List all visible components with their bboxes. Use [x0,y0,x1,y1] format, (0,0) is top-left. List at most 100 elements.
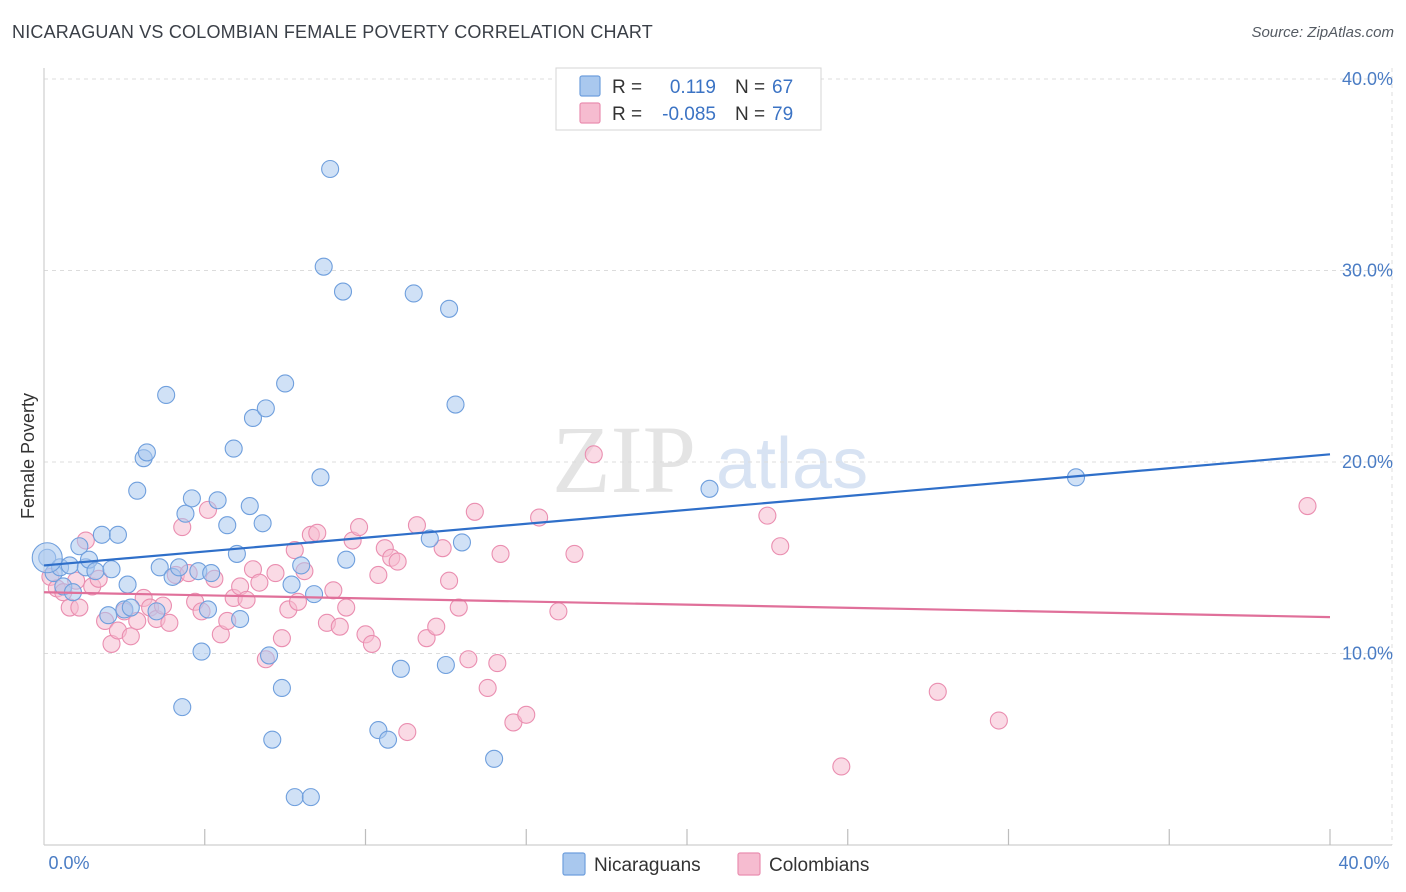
nicaraguans-point [391,659,410,678]
source-label: Source: ZipAtlas.com [1251,24,1394,41]
nicaraguans-point [253,514,272,533]
nicaraguans-point [263,730,282,749]
colombians-point [160,613,179,632]
y-tick-label-10: 10.0% [1342,644,1393,664]
nicaraguans-point [60,556,79,575]
nicaraguans-point [102,560,121,579]
colombians-point [491,544,510,563]
nicaraguans-point [404,284,423,303]
nicaraguans-point [198,600,218,619]
colombians-point [398,722,417,742]
bottom-legend-label-nicaraguans: Nicaraguans [594,855,701,876]
nicaraguans-point [305,585,324,604]
nicaraguans-cluster-point [31,542,63,574]
nicaraguans-point [202,564,221,583]
colombians-point [427,617,446,636]
nicaraguans-point [337,550,356,569]
legend-r-value-1: 0.119 [670,77,716,98]
nicaraguans-point [86,562,105,581]
legend-r-value-2: -0.085 [662,104,716,125]
colombians-point [407,516,426,535]
colombians-point [70,598,89,617]
colombians-point [362,634,381,653]
nicaraguans-point [121,598,140,617]
nicaraguans-point [137,443,156,462]
nicaraguans-point [276,374,295,393]
legend-n-label-2: N = [735,104,765,125]
nicaraguans-point [108,525,127,544]
colombians-point [288,592,308,611]
watermark: ZIP atlas [552,406,868,513]
colombians-points [41,445,1317,776]
colombians-point [478,678,497,698]
colombians-point [266,564,285,583]
colombians-point [272,629,291,648]
legend-swatch-nicaraguans [579,75,601,97]
colombians-point [250,573,269,592]
bottom-legend-label-colombians: Colombians [769,855,869,876]
legend-n-value-1: 67 [772,77,793,98]
colombians-point [459,650,478,669]
nicaraguans-points [31,159,1086,807]
colombians-point [237,590,256,609]
nicaraguans-point [436,655,455,675]
watermark-zip: ZIP [552,406,696,513]
y-tick-label-40: 40.0% [1342,69,1393,89]
nicaraguans-point [240,496,259,516]
series-legend: Nicaraguans Colombians [562,852,869,876]
nicaraguans-point [314,257,333,276]
nicaraguans-point [272,678,291,698]
x-axis-ticks [204,829,1331,845]
legend-n-value-2: 79 [772,104,793,125]
colombians-point [989,711,1008,730]
colombians-point [350,518,369,537]
nicaraguans-point [446,395,465,414]
nicaraguans-point [224,439,243,458]
nicaraguans-point [147,602,166,621]
nicaraguans-point [321,159,340,179]
nicaraguans-point [208,491,227,510]
nicaraguans-point [192,642,211,661]
nicaraguans-point [285,788,304,807]
legend-r-label-1: R = [612,77,642,98]
trend-lines [43,453,1331,619]
colombians-point [121,627,140,646]
colombians-point [440,571,459,590]
colombians-point [771,537,790,556]
colombians-point [832,757,851,776]
colombians-point [388,552,407,571]
nicaraguans-point [333,282,353,301]
chart-title: NICARAGUAN VS COLOMBIAN FEMALE POVERTY C… [12,22,653,42]
colombians-trend-line [43,591,1331,619]
nicaraguans-point [118,575,137,594]
correlation-legend: R = 0.119 N = 67 R = -0.085 N = 79 [555,67,822,131]
y-axis-tick-labels: 10.0% 20.0% 30.0% 40.0% [1342,69,1393,664]
colombians-point [330,617,349,636]
legend-swatch-colombians [579,102,601,124]
colombians-point [465,502,484,521]
colombians-point [369,565,388,585]
nicaraguans-point [231,609,250,629]
colombians-point [549,602,568,621]
nicaraguans-point [182,489,201,508]
y-tick-label-20: 20.0% [1342,452,1393,472]
nicaraguans-point [282,575,301,594]
colombians-point [433,539,452,558]
colombians-point [324,581,343,600]
nicaraguans-point [440,299,459,318]
colombians-point [1298,496,1317,516]
nicaraguans-point [173,698,192,717]
colombians-point [449,598,468,617]
nicaraguans-point [452,533,472,552]
nicaraguans-point [176,504,195,523]
nicaraguans-point [256,399,275,418]
nicaraguans-point [99,606,118,625]
colombians-point [565,544,584,563]
nicaraguans-point [92,525,111,544]
colombians-point [337,598,356,617]
y-axis-title: Female Poverty [18,393,38,519]
nicaraguans-point [218,516,237,535]
y-tick-label-30: 30.0% [1342,261,1393,281]
colombians-point [584,445,603,464]
